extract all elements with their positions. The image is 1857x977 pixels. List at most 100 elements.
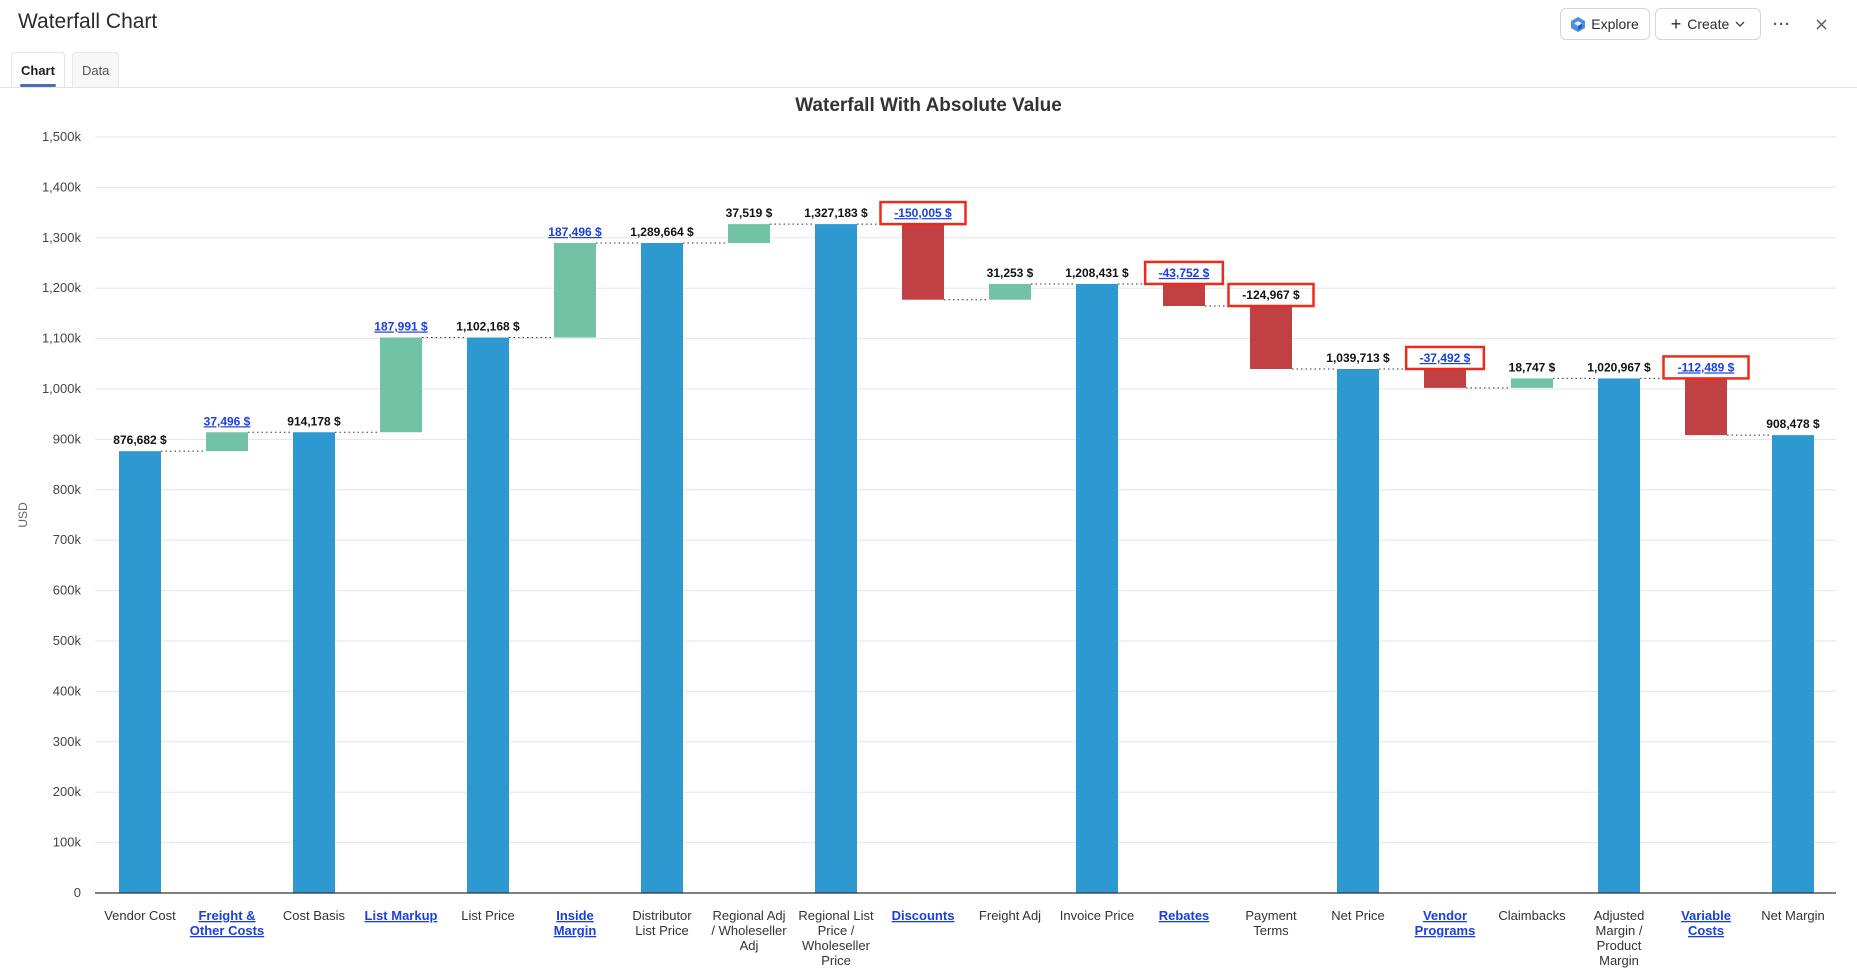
bar-total[interactable]	[467, 337, 509, 893]
tab-bar: Chart Data	[11, 52, 120, 87]
highlight-box	[1662, 355, 1750, 380]
x-category-label[interactable]: Other Costs	[190, 923, 264, 938]
y-tick-label: 1,500k	[42, 129, 82, 144]
y-tick-label: 1,000k	[42, 381, 82, 396]
tab-chart-label: Chart	[21, 62, 55, 78]
value-label: 1,039,713 $	[1326, 351, 1390, 365]
bar-total[interactable]	[1076, 283, 1118, 893]
value-label[interactable]: -43,752 $	[1159, 266, 1210, 280]
bar-increase[interactable]	[380, 337, 422, 433]
bar-total[interactable]	[815, 224, 857, 894]
bar-total[interactable]	[641, 243, 683, 893]
tab-divider	[0, 87, 1857, 88]
value-label[interactable]: -112,489 $	[1678, 360, 1735, 374]
close-icon	[1816, 19, 1826, 29]
bar-increase[interactable]	[554, 243, 596, 338]
x-category-label: Vendor Cost	[104, 908, 176, 923]
x-category-label: Regional Adj	[713, 908, 786, 923]
bar-total[interactable]	[1598, 378, 1640, 893]
tab-data-label: Data	[81, 62, 110, 78]
create-label: Create	[1687, 16, 1730, 32]
y-tick-label: 300k	[53, 734, 82, 749]
bar-increase[interactable]	[728, 224, 770, 244]
bar-increase[interactable]	[1511, 378, 1553, 388]
bar-decrease[interactable]	[1424, 368, 1466, 388]
bar-decrease[interactable]	[1163, 283, 1205, 307]
value-label: 1,102,168 $	[456, 320, 520, 334]
value-label[interactable]: 37,496 $	[204, 414, 251, 428]
y-tick-label: 800k	[53, 482, 82, 497]
bar-decrease[interactable]	[1685, 378, 1727, 436]
x-category-label: Freight Adj	[979, 908, 1041, 923]
x-category-label: List Price	[635, 923, 688, 938]
y-tick-label: 200k	[53, 784, 82, 799]
x-category-label: Price /	[818, 923, 855, 938]
y-tick-label: 100k	[53, 835, 82, 850]
x-category-label: Net Price	[1331, 908, 1384, 923]
value-label[interactable]: -150,005 $	[894, 206, 952, 220]
y-tick-label: 600k	[53, 583, 82, 598]
x-category-label[interactable]: Inside	[556, 908, 594, 923]
x-category-label[interactable]: List Markup	[365, 908, 438, 923]
x-category-label[interactable]: Vendor	[1423, 908, 1467, 923]
chart-title: Waterfall With Absolute Value	[795, 95, 1062, 116]
plus-icon: +	[1670, 14, 1682, 34]
bar-decrease[interactable]	[1250, 306, 1292, 369]
highlight-box	[879, 200, 967, 226]
value-label: 1,289,664 $	[630, 225, 694, 239]
x-category-label[interactable]: Costs	[1688, 923, 1724, 938]
explore-button[interactable]: Explore	[1560, 8, 1650, 40]
tab-data[interactable]: Data	[71, 52, 120, 87]
value-label: 876,682 $	[113, 433, 167, 447]
x-category-label: Cost Basis	[283, 908, 346, 923]
x-category-label[interactable]: Programs	[1415, 923, 1476, 938]
x-category-label[interactable]: Variable	[1681, 908, 1731, 923]
bar-decrease[interactable]	[902, 224, 944, 300]
bar-total[interactable]	[1337, 368, 1379, 894]
bar-increase[interactable]	[989, 283, 1031, 300]
x-category-label[interactable]: Freight &	[198, 908, 255, 923]
bar-total[interactable]	[293, 432, 335, 893]
x-category-label: Payment	[1245, 908, 1297, 923]
explore-label: Explore	[1591, 16, 1639, 32]
x-category-label[interactable]: Margin	[554, 923, 597, 938]
x-category-label[interactable]: Rebates	[1159, 908, 1210, 923]
x-category-label: Terms	[1253, 923, 1289, 938]
y-tick-label: 500k	[53, 633, 82, 648]
value-label: 31,253 $	[987, 266, 1034, 280]
tab-chart[interactable]: Chart	[11, 52, 65, 87]
bar-increase[interactable]	[206, 432, 248, 452]
x-category-label: Adj	[740, 938, 759, 953]
x-category-label: Claimbacks	[1498, 908, 1566, 923]
y-tick-label: 400k	[53, 683, 82, 698]
bar-total[interactable]	[119, 451, 161, 893]
x-category-label: Regional List	[798, 908, 874, 923]
close-button[interactable]	[1807, 8, 1835, 40]
y-tick-label: 900k	[53, 431, 82, 446]
highlight-box	[1227, 282, 1315, 308]
x-category-label[interactable]: Discounts	[892, 908, 955, 923]
value-label: -124,967 $	[1242, 288, 1300, 302]
page-title: Waterfall Chart	[18, 10, 158, 33]
highlight-box	[1143, 260, 1225, 286]
value-label[interactable]: -37,492 $	[1420, 351, 1471, 365]
x-category-label: Margin /	[1596, 923, 1643, 938]
more-horizontal-icon: ···	[1773, 15, 1791, 33]
y-axis-label: USD	[16, 502, 30, 528]
y-tick-label: 1,300k	[42, 230, 82, 245]
value-label: 908,478 $	[1766, 417, 1820, 431]
x-category-label: / Wholeseller	[711, 923, 787, 938]
value-label: 1,208,431 $	[1065, 266, 1129, 280]
bar-total[interactable]	[1772, 435, 1814, 893]
y-tick-label: 1,100k	[42, 331, 82, 346]
x-category-label: Distributor	[632, 908, 692, 923]
value-label[interactable]: 187,496 $	[548, 225, 602, 239]
more-options-button[interactable]: ···	[1768, 8, 1796, 40]
create-button[interactable]: + Create	[1655, 8, 1761, 40]
x-category-label: Net Margin	[1761, 908, 1825, 923]
x-category-label: Invoice Price	[1060, 908, 1134, 923]
value-label[interactable]: 187,991 $	[374, 320, 428, 334]
x-category-label: Margin	[1599, 953, 1639, 968]
explore-icon	[1571, 16, 1586, 32]
